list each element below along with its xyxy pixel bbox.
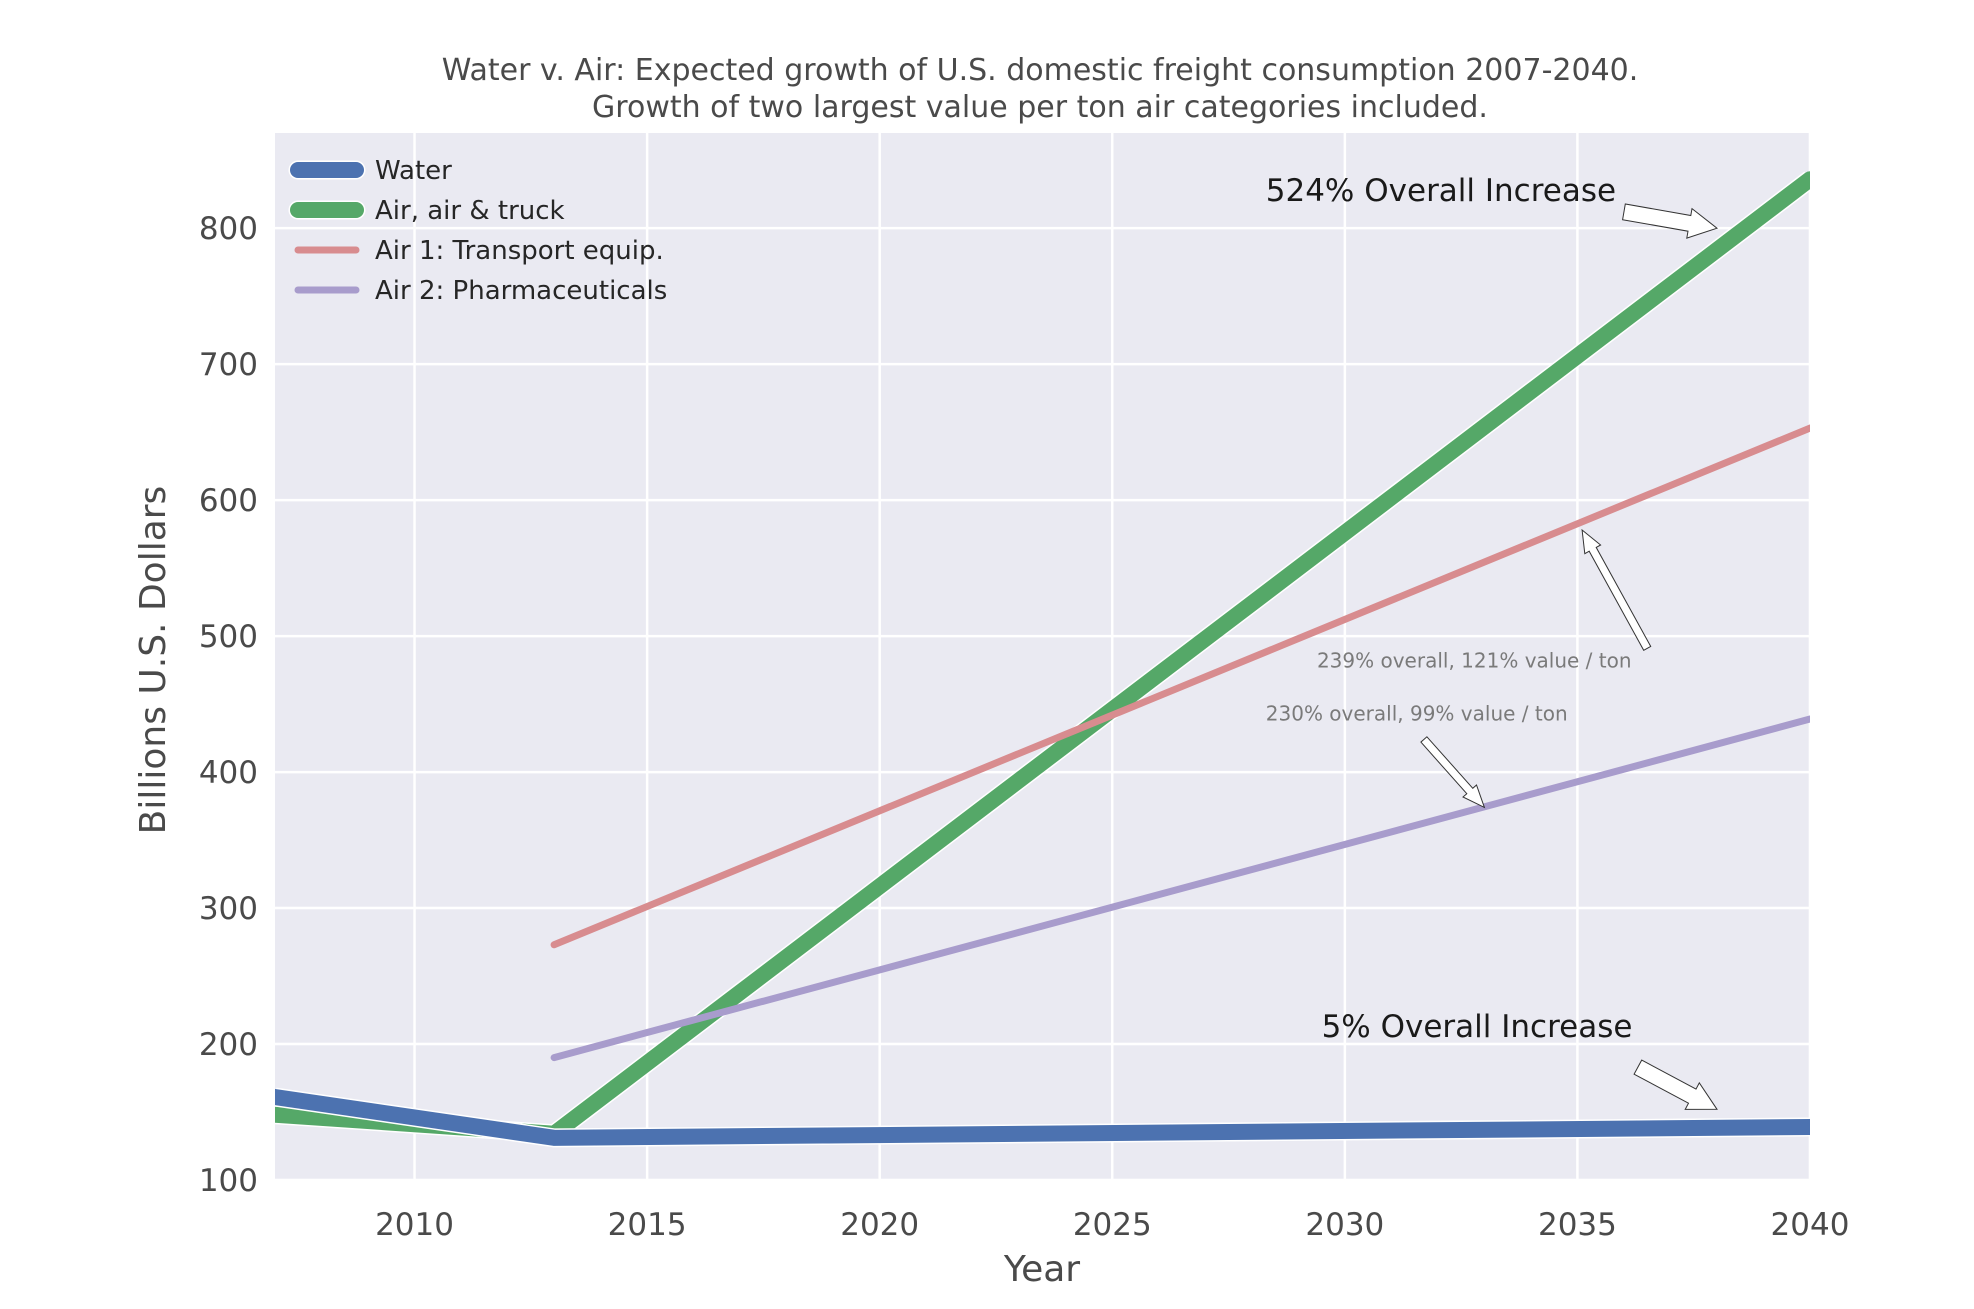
x-tick-label-2010: 2010 (375, 1207, 454, 1243)
chart-subtitle: Growth of two largest value per ton air … (592, 90, 1488, 125)
annotation-text-1: 524% Overall Increase (1266, 173, 1616, 209)
title-group: Water v. Air: Expected growth of U.S. do… (442, 53, 1639, 125)
series-layer (275, 171, 1810, 1148)
x-tick-label-2030: 2030 (1305, 1207, 1384, 1243)
annotation-arrow-3 (1581, 528, 1652, 651)
y-tick-label-300: 300 (199, 891, 258, 927)
y-axis-label: Billions U.S. Dollars (133, 486, 174, 835)
x-tick-label-2020: 2020 (840, 1207, 919, 1243)
tick-label-layer: 2010 2015 2020 2025 2030 2035 2040 100 200 300 400… (199, 211, 1850, 1243)
annotation-text-4: 230% overall, 99% value / ton (1266, 701, 1568, 725)
y-tick-label-500: 500 (199, 619, 258, 655)
legend-label-air-air-truck: Air, air & truck (375, 196, 565, 226)
series-line-air-2-pharmaceuticals (550, 715, 1810, 1062)
legend-label-air-1-transport-equip: Air 1: Transport equip. (375, 236, 664, 266)
y-tick-label-200: 200 (199, 1027, 258, 1063)
x-tick-label-2040: 2040 (1771, 1207, 1850, 1243)
annotation-arrow-1 (1622, 203, 1719, 239)
x-tick-label-2025: 2025 (1073, 1207, 1152, 1243)
x-axis-label: Year (1003, 1249, 1080, 1290)
y-tick-label-100: 100 (199, 1163, 258, 1199)
legend-label-air-2-pharmaceuticals: Air 2: Pharmaceuticals (375, 276, 667, 306)
y-tick-label-600: 600 (199, 483, 258, 519)
y-tick-label-400: 400 (199, 755, 258, 791)
annotation-text-3: 239% overall, 121% value / ton (1317, 648, 1632, 672)
plot-area (275, 133, 1810, 1180)
series-line-air-1-transport-equip (550, 424, 1810, 949)
chart-title: Water v. Air: Expected growth of U.S. do… (442, 53, 1639, 88)
y-tick-label-800: 800 (199, 211, 258, 247)
legend: Water Air, air & truck Air 1: Transport eq… (288, 156, 667, 306)
series-line-water (275, 1089, 1810, 1146)
annotation-arrow-4 (1420, 736, 1486, 809)
annotation-layer: 524% Overall Increase 5% Overall Increase… (1266, 173, 1719, 1110)
y-tick-label-700: 700 (199, 347, 258, 383)
annotation-arrow-2 (1633, 1059, 1718, 1110)
annotation-text-2: 5% Overall Increase (1322, 1009, 1633, 1045)
x-tick-label-2015: 2015 (608, 1207, 687, 1243)
x-tick-label-2035: 2035 (1538, 1207, 1617, 1243)
legend-label-water: Water (375, 156, 452, 186)
